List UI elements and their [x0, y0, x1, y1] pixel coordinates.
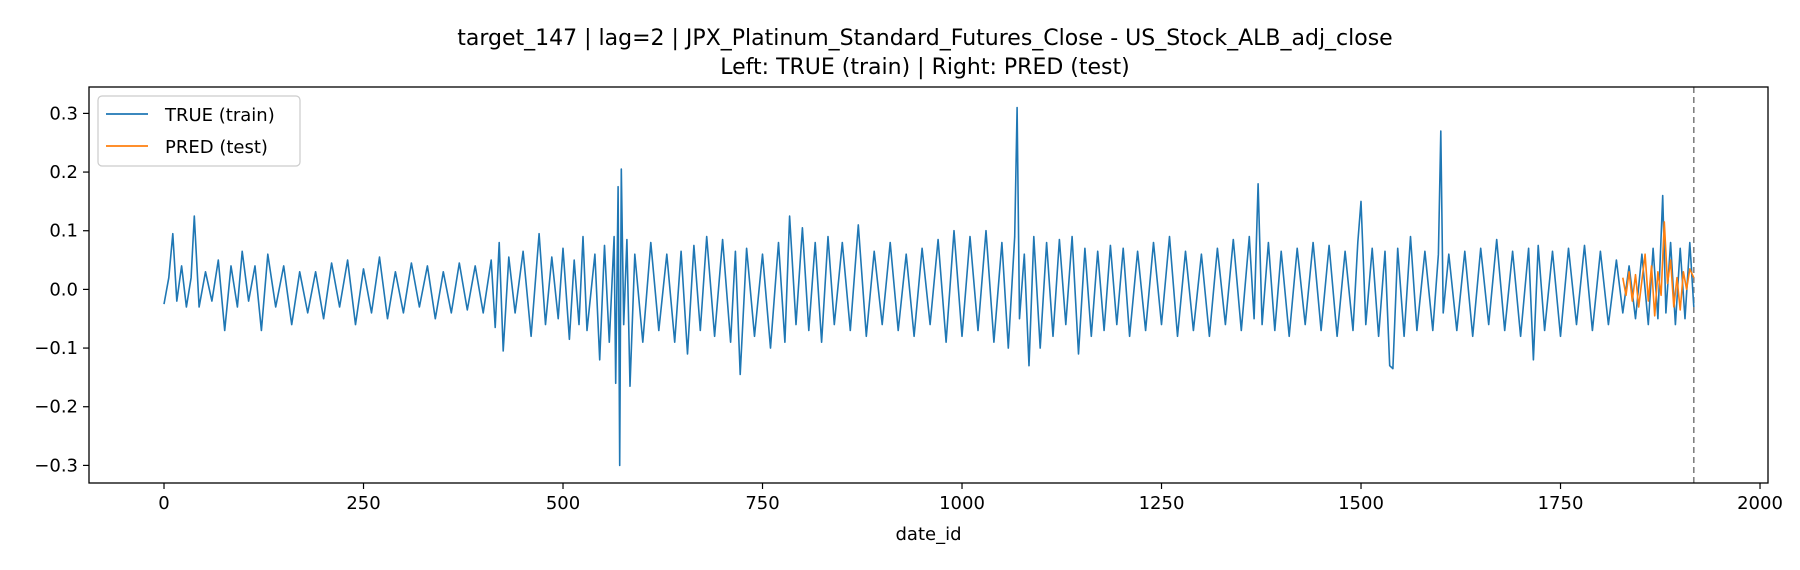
y-tick-label: −0.2 — [34, 397, 78, 418]
series-line-true-train — [163, 106, 1695, 467]
y-tick-label: 0.2 — [49, 162, 78, 183]
chart-title: target_147 | lag=2 | JPX_Platinum_Standa… — [457, 26, 1392, 51]
plot-area — [88, 86, 1769, 484]
x-tick-label: 2000 — [1737, 493, 1783, 514]
chart-legend: TRUE (train) PRED (test) — [97, 95, 301, 167]
x-tick-label: 1750 — [1538, 493, 1584, 514]
y-axis-ticks: −0.3 −0.2 −0.1 0.0 0.1 0.2 0.3 — [34, 103, 89, 476]
y-tick-label: 0.0 — [49, 279, 78, 300]
x-tick-label: 750 — [745, 493, 779, 514]
x-tick-label: 0 — [158, 493, 169, 514]
x-tick-label: 1500 — [1338, 493, 1384, 514]
legend-box — [97, 95, 301, 167]
x-axis-ticks: 0 250 500 750 1000 1250 1500 1750 2000 — [158, 483, 1783, 514]
x-tick-label: 1250 — [1139, 493, 1185, 514]
chart-subtitle: Left: TRUE (train) | Right: PRED (test) — [720, 55, 1129, 80]
y-tick-label: −0.1 — [34, 338, 78, 359]
x-tick-label: 1000 — [939, 493, 985, 514]
x-tick-label: 500 — [546, 493, 580, 514]
series-line-pred-test — [1622, 221, 1695, 317]
y-tick-label: 0.3 — [49, 103, 78, 124]
legend-label: TRUE (train) — [164, 105, 275, 126]
y-tick-label: 0.1 — [49, 221, 78, 242]
x-axis-label: date_id — [895, 524, 961, 545]
y-tick-label: −0.3 — [34, 455, 78, 476]
plot-frame — [88, 86, 1769, 484]
legend-label: PRED (test) — [165, 137, 268, 158]
x-tick-label: 250 — [346, 493, 380, 514]
